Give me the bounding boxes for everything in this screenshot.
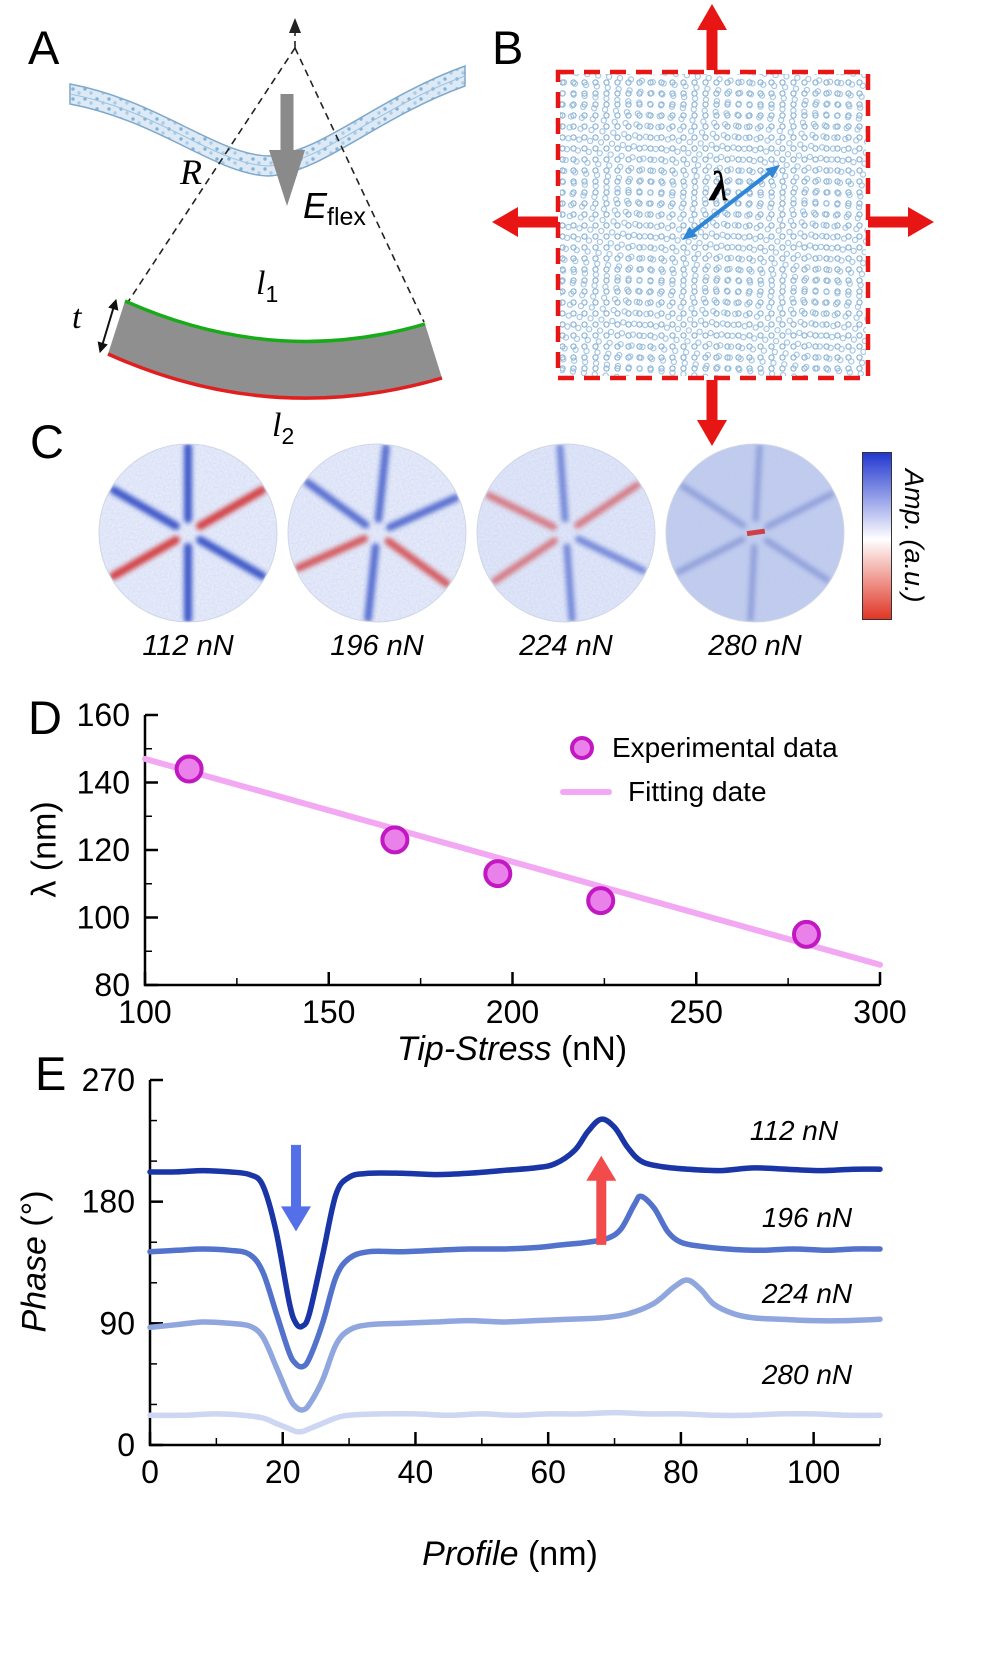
svg-text:40: 40 — [398, 1454, 434, 1490]
svg-text:300: 300 — [853, 994, 906, 1030]
phase-curve — [147, 1116, 883, 1330]
afm-image-224nN — [477, 444, 655, 622]
colorbar-label: Amp. (a.u.) — [899, 469, 929, 603]
panel-a-label: A — [28, 21, 61, 74]
e-x-axis-title: Profile (nm) — [422, 1535, 598, 1573]
panel-b-simulation: λ — [492, 4, 934, 446]
legend-label-experimental: Experimental data — [612, 732, 838, 763]
top-edge-length-label: l1 — [256, 265, 278, 307]
data-point — [380, 825, 410, 855]
svg-text:90: 90 — [99, 1305, 135, 1341]
colorbar — [862, 452, 892, 620]
strain-arrow-right — [868, 207, 934, 237]
tip-force-arrow — [269, 94, 305, 206]
moire-lattice — [560, 74, 866, 376]
strain-arrow-down — [697, 380, 727, 446]
svg-text:150: 150 — [302, 994, 355, 1030]
membrane-sheet — [69, 64, 466, 177]
legend: Experimental data Fitting date — [560, 726, 838, 814]
svg-text:180: 180 — [82, 1184, 135, 1220]
svg-text:80: 80 — [663, 1454, 699, 1490]
series-label-280: 280 nN — [761, 1359, 853, 1390]
strain-arrow-up — [697, 4, 727, 70]
radius-label: R — [179, 152, 202, 192]
cone-apex-arrowhead — [289, 18, 301, 33]
svg-text:60: 60 — [530, 1454, 566, 1490]
panel-c-afm-images — [98, 443, 845, 623]
svg-text:20: 20 — [265, 1454, 301, 1490]
legend-label-fit: Fitting date — [628, 776, 767, 807]
afm-image-280nN — [666, 444, 844, 622]
moire-wavelength-arrow — [682, 165, 780, 240]
phase-curve — [147, 1409, 883, 1435]
strain-arrow-left — [492, 207, 558, 237]
svg-text:80: 80 — [94, 967, 130, 1003]
wavelength-label: λ — [708, 164, 729, 210]
phase-curve — [147, 1277, 883, 1413]
afm-caption-3: 224 nN — [519, 630, 613, 662]
legend-row-experimental: Experimental data — [560, 726, 838, 770]
bottom-edge-length-label: l2 — [272, 407, 294, 449]
thickness-label: t — [72, 299, 83, 336]
d-x-axis-title: Tip-Stress (nN) — [396, 1030, 628, 1068]
panel-e-plot: 0 20 40 60 80 100 0 90 180 270 — [82, 1062, 883, 1490]
svg-text:140: 140 — [77, 765, 130, 801]
svg-text:270: 270 — [82, 1062, 135, 1098]
panel-e-label: E — [35, 1047, 68, 1100]
strain-arrows — [492, 4, 934, 446]
legend-row-fit: Fitting date — [560, 770, 838, 814]
series-label-112: 112 nN — [749, 1115, 839, 1146]
afm-image-196nN — [288, 444, 466, 622]
dip-arrow — [281, 1144, 311, 1232]
svg-text:100: 100 — [118, 994, 171, 1030]
data-point — [586, 886, 616, 916]
svg-text:100: 100 — [77, 900, 130, 936]
data-point — [792, 919, 821, 949]
thickness-arrow — [97, 298, 119, 354]
svg-text:120: 120 — [77, 832, 130, 868]
fit-line — [142, 755, 883, 968]
svg-text:0: 0 — [141, 1454, 159, 1490]
flexural-energy-label: Eflex — [303, 185, 366, 231]
data-point — [174, 754, 204, 784]
panel-c-label: C — [30, 415, 65, 468]
svg-text:160: 160 — [77, 697, 130, 733]
peak-arrow — [586, 1155, 617, 1245]
legend-line-swatch — [560, 789, 612, 795]
phase-curve — [147, 1193, 883, 1370]
afm-caption-2: 196 nN — [330, 630, 424, 662]
svg-text:200: 200 — [486, 994, 539, 1030]
panel-d-label: D — [28, 691, 63, 744]
svg-text:250: 250 — [670, 994, 723, 1030]
panel-a-schematic: R Eflex t l1 l2 — [69, 18, 466, 449]
svg-text:100: 100 — [787, 1454, 840, 1490]
data-point — [483, 859, 513, 889]
afm-caption-4: 280 nN — [708, 630, 802, 662]
slab-bottom-edge — [107, 352, 443, 400]
legend-marker-swatch — [570, 736, 594, 760]
afm-image-112nN — [99, 444, 277, 622]
slab-top-edge — [124, 299, 426, 344]
series-label-196: 196 nN — [761, 1202, 853, 1233]
svg-text:0: 0 — [117, 1427, 135, 1463]
panel-b-label: B — [492, 21, 525, 74]
afm-caption-1: 112 nN — [142, 630, 234, 662]
series-label-224: 224 nN — [761, 1278, 853, 1309]
